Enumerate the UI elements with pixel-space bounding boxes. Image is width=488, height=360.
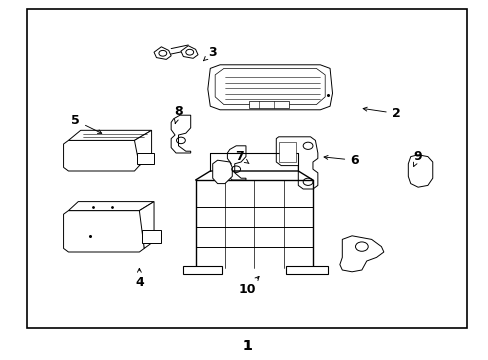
Text: 2: 2 xyxy=(363,107,400,120)
Polygon shape xyxy=(207,65,332,110)
Text: 5: 5 xyxy=(71,114,102,133)
Polygon shape xyxy=(285,266,327,274)
Text: 8: 8 xyxy=(174,105,183,124)
Polygon shape xyxy=(63,140,139,171)
Polygon shape xyxy=(63,211,144,252)
Text: 9: 9 xyxy=(413,150,422,167)
Polygon shape xyxy=(212,160,232,184)
Polygon shape xyxy=(68,202,154,211)
Polygon shape xyxy=(139,202,154,248)
Polygon shape xyxy=(68,130,151,140)
Bar xyxy=(27,9,466,328)
Text: 6: 6 xyxy=(324,154,358,167)
Polygon shape xyxy=(181,46,198,58)
Polygon shape xyxy=(171,115,190,153)
Text: 7: 7 xyxy=(235,150,248,163)
Text: 10: 10 xyxy=(238,276,259,296)
Polygon shape xyxy=(154,47,171,59)
Polygon shape xyxy=(215,68,325,105)
Text: 4: 4 xyxy=(135,269,143,289)
Polygon shape xyxy=(134,130,151,166)
Polygon shape xyxy=(183,266,222,274)
Polygon shape xyxy=(137,153,154,164)
Polygon shape xyxy=(278,142,295,162)
Polygon shape xyxy=(227,146,245,180)
Polygon shape xyxy=(407,155,432,187)
Text: 1: 1 xyxy=(242,339,251,353)
Polygon shape xyxy=(249,101,288,108)
Polygon shape xyxy=(339,236,383,272)
Polygon shape xyxy=(142,230,161,243)
Text: 1: 1 xyxy=(242,339,251,353)
Text: 3: 3 xyxy=(203,46,217,61)
Polygon shape xyxy=(276,137,317,189)
